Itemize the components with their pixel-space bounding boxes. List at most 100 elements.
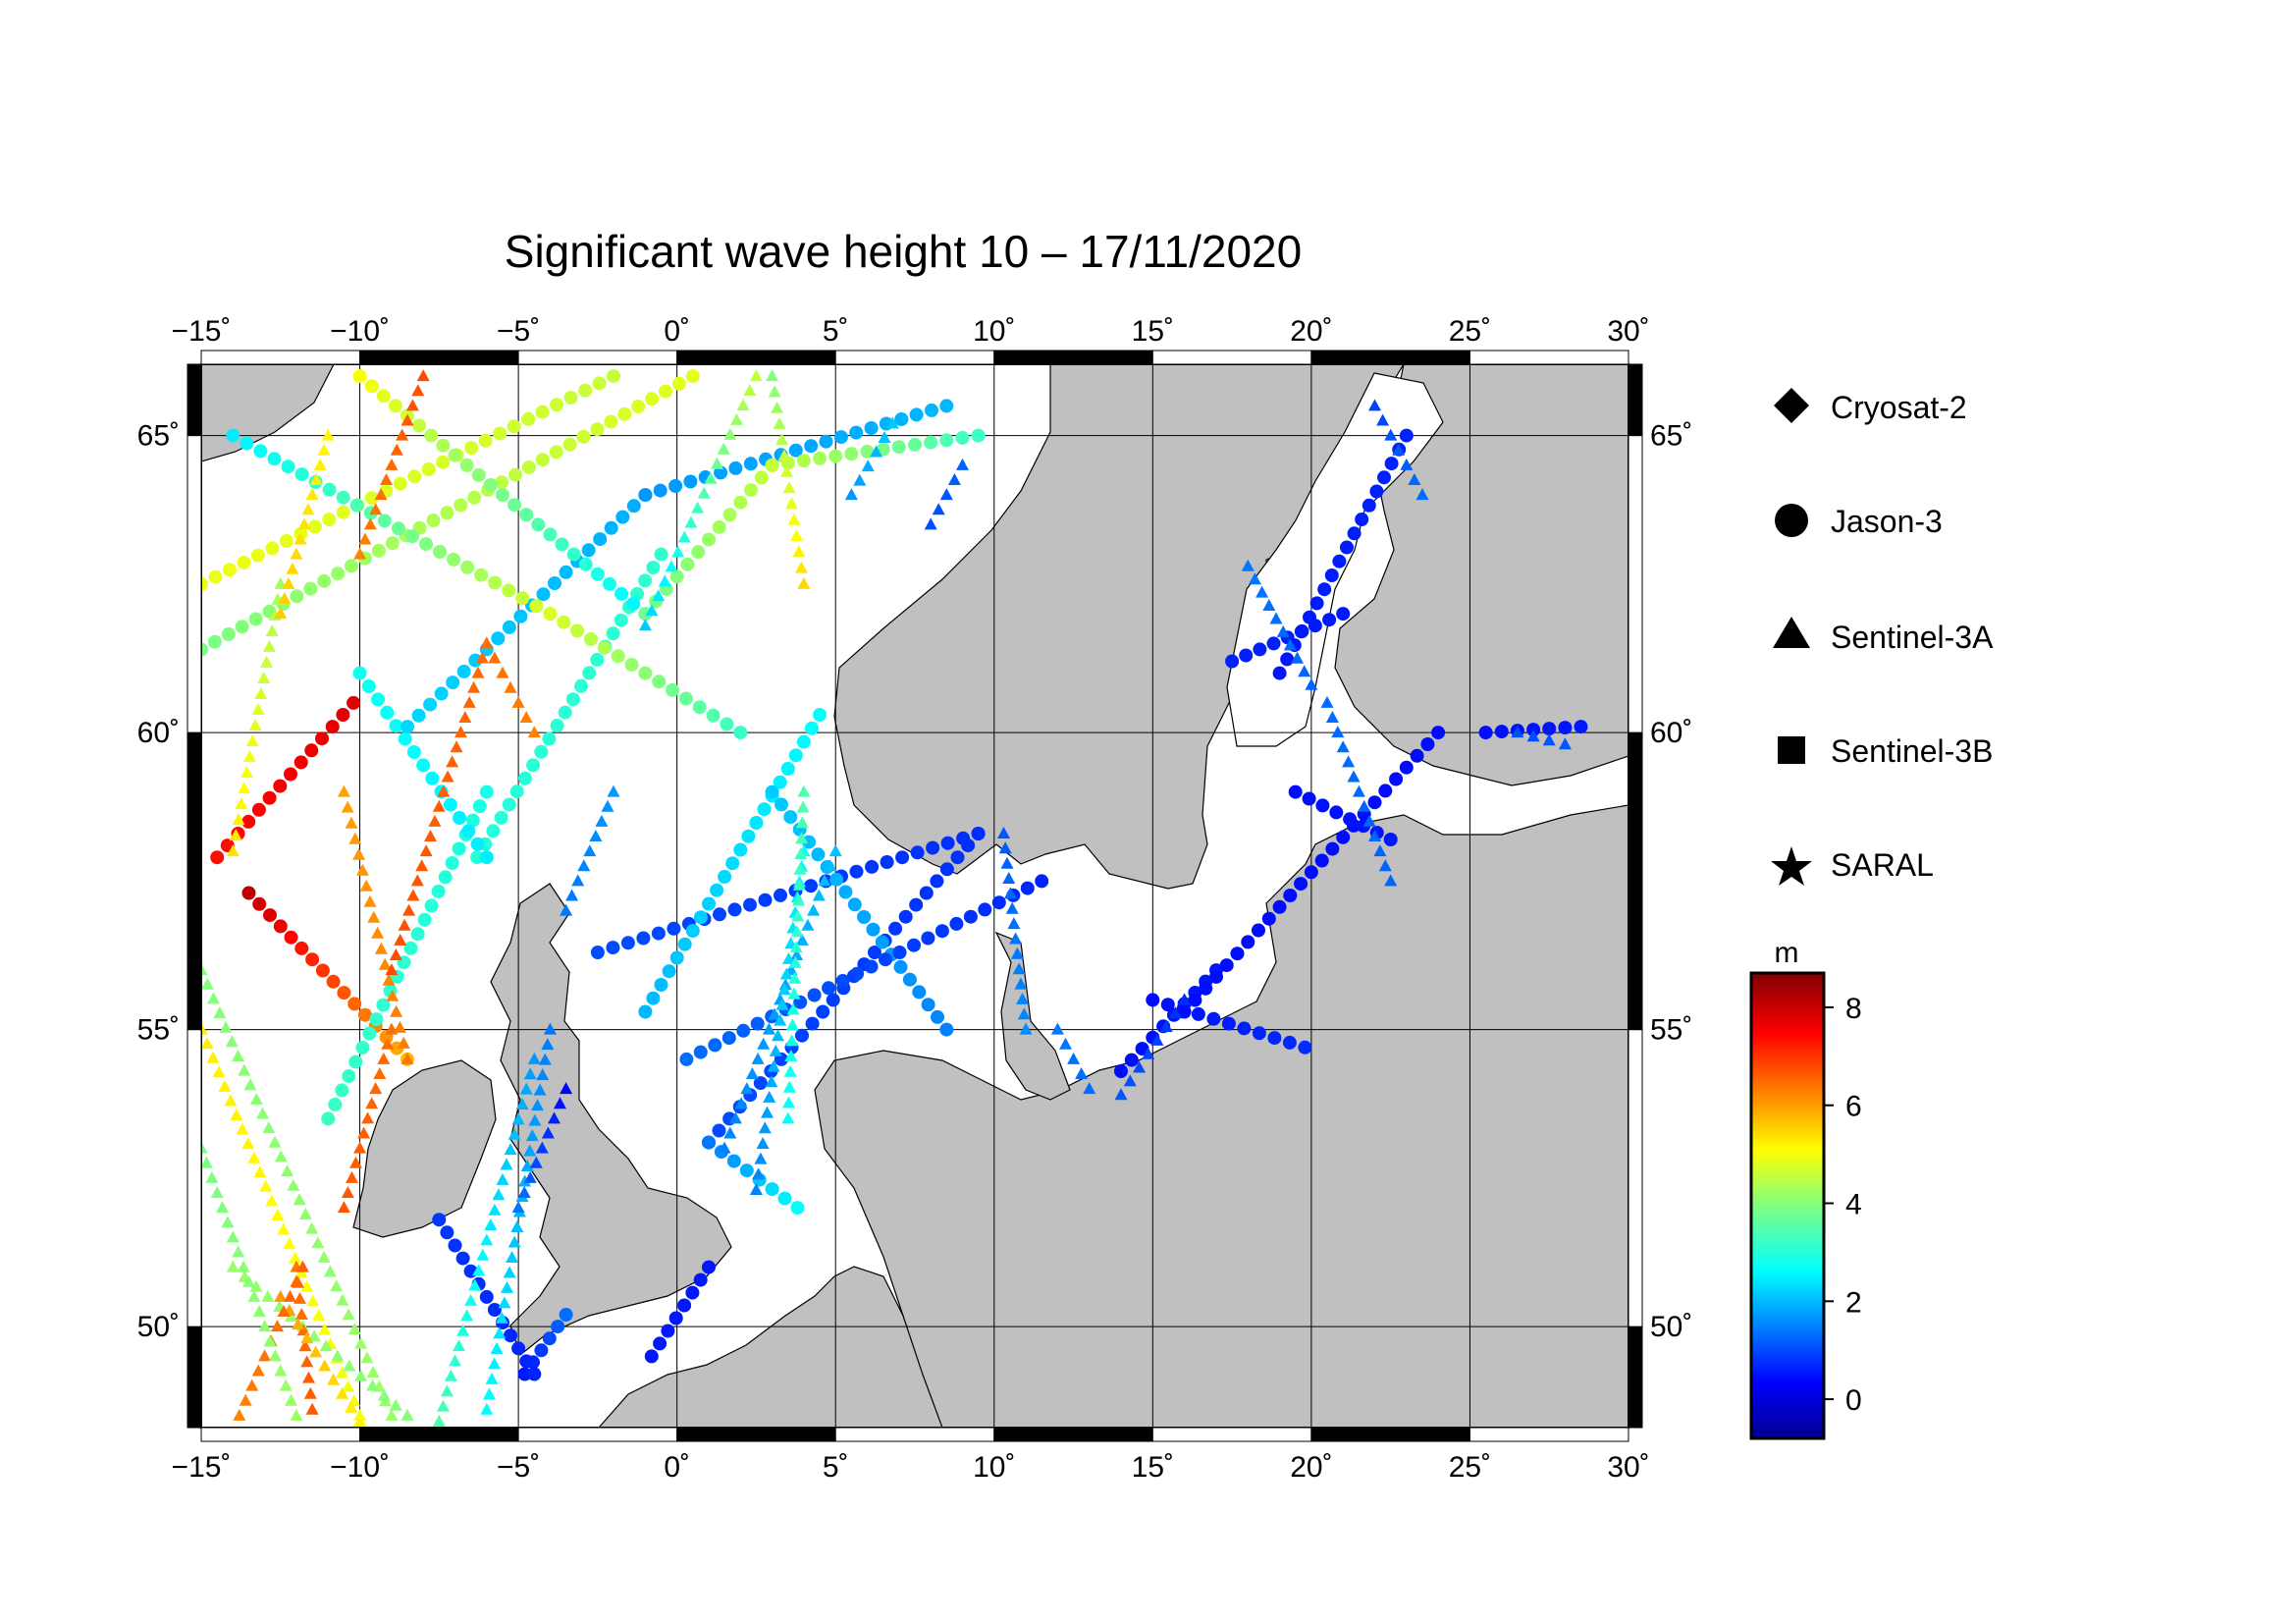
sentinel-3a-point — [201, 963, 208, 976]
sentinel-3a-point — [1384, 428, 1398, 441]
jason-3-point — [868, 946, 881, 959]
jason-3-point — [907, 938, 921, 952]
sentinel-3a-point — [424, 830, 437, 841]
jason-3-point — [426, 514, 441, 527]
sentinel-3a-point — [523, 1170, 537, 1183]
jason-3-point — [955, 430, 970, 445]
jason-3-point — [805, 721, 819, 735]
sentinel-3a-point — [784, 1050, 798, 1061]
jason-3-point — [555, 537, 569, 552]
legend-label-cryosat-2: Cryosat-2 — [1831, 390, 1967, 425]
sentinel-3a-point — [312, 1308, 326, 1321]
sentinel-3a-point — [390, 443, 403, 456]
jason-3-point — [452, 841, 466, 856]
sentinel-3a-point — [396, 428, 409, 441]
jason-3-point — [777, 1191, 792, 1206]
jason-3-point — [331, 567, 346, 581]
jason-3-point — [518, 771, 532, 785]
jason-3-point — [606, 941, 620, 955]
jason-3-point — [471, 467, 486, 482]
jason-3-point — [1322, 613, 1337, 627]
sentinel-3a-point — [792, 878, 806, 891]
sentinel-3a-point — [354, 1369, 368, 1381]
jason-3-point — [348, 1055, 363, 1069]
sentinel-3a-point — [853, 473, 867, 486]
jason-3-point — [566, 547, 581, 562]
sentinel-3a-point — [207, 992, 220, 1004]
jason-3-point — [502, 797, 516, 812]
sentinel-3a-point — [446, 755, 459, 768]
jason-3-point — [743, 897, 757, 912]
frame-bar-segment — [1468, 1427, 1629, 1442]
sentinel-3a-point — [247, 1289, 261, 1302]
jason-3-point — [235, 620, 249, 634]
sentinel-3a-point — [769, 1044, 782, 1056]
jason-3-point — [542, 1331, 557, 1346]
sentinel-3a-point — [382, 973, 396, 986]
jason-3-point — [322, 482, 337, 497]
jason-3-point — [223, 563, 237, 577]
sentinel-3a-point — [861, 460, 875, 472]
jason-3-point — [1283, 889, 1298, 902]
sentinel-3a-point — [419, 844, 433, 857]
sentinel-3a-point — [360, 1351, 374, 1364]
jason-3-point — [1177, 1004, 1192, 1019]
jason-3-point — [857, 910, 872, 924]
sentinel-3a-point — [536, 1068, 550, 1081]
sentinel-3a-point — [411, 384, 425, 397]
jason-3-point — [733, 495, 748, 510]
jason-3-point — [364, 491, 379, 506]
jason-3-point — [685, 369, 700, 384]
jason-3-point — [813, 708, 828, 722]
sentinel-3a-point — [365, 1097, 379, 1109]
legend-item-cryosat-2: Cryosat-2 — [1774, 388, 1967, 425]
jason-3-point — [1314, 853, 1329, 868]
jason-3-point — [949, 916, 964, 931]
jason-3-point — [924, 435, 938, 450]
sentinel-3a-point — [787, 513, 801, 525]
sentinel-3a-point — [1017, 1007, 1031, 1020]
sentinel-3a-point — [248, 719, 262, 730]
sentinel-3a-point — [1255, 585, 1269, 598]
sentinel-3a-point — [349, 1156, 362, 1168]
sentinel-3a-point — [353, 1141, 367, 1154]
sentinel-3a-point — [253, 1165, 267, 1178]
jason-3-point — [1324, 568, 1339, 582]
sentinel-3a-point — [1003, 887, 1017, 899]
jason-3-point — [653, 483, 667, 498]
sentinel-3a-point — [219, 1020, 233, 1033]
sentinel-3a-point — [390, 1004, 403, 1017]
jason-3-point — [604, 520, 618, 535]
sentinel-3a-point — [1123, 1074, 1137, 1087]
sentinel-3a-point — [402, 903, 415, 916]
sentinel-3a-point — [766, 369, 779, 382]
sentinel-3a-point — [363, 517, 377, 530]
sentinel-3a-point — [775, 998, 789, 1010]
jason-3-point — [369, 1012, 384, 1027]
square-icon — [1778, 736, 1805, 764]
sentinel-3a-point — [503, 1266, 516, 1278]
jason-3-point — [436, 438, 451, 453]
series-jason-3 — [201, 369, 1588, 1381]
jason-3-point — [669, 569, 684, 584]
sentinel-3a-point — [369, 1082, 383, 1095]
jason-3-point — [1340, 540, 1354, 555]
sentinel-3a-point — [728, 1111, 742, 1124]
sentinel-3a-point — [756, 1137, 770, 1149]
sentinel-3a-point — [206, 1051, 220, 1063]
sentinel-3a-point — [274, 1289, 288, 1302]
jason-3-point — [325, 720, 340, 734]
jason-3-point — [529, 599, 544, 614]
sentinel-3a-point — [790, 529, 803, 541]
jason-3-point — [765, 1182, 779, 1197]
sentinel-3a-point — [286, 562, 299, 574]
jason-3-point — [454, 498, 468, 513]
sentinel-3a-point — [377, 1052, 391, 1064]
sentinel-3a-point — [1352, 784, 1365, 797]
jason-3-point — [371, 543, 386, 558]
jason-3-point — [912, 985, 927, 1000]
sentinel-3a-point — [1331, 726, 1345, 738]
jason-3-point — [304, 743, 319, 758]
sentinel-3a-point — [345, 816, 358, 829]
sentinel-3a-point — [1276, 624, 1290, 637]
